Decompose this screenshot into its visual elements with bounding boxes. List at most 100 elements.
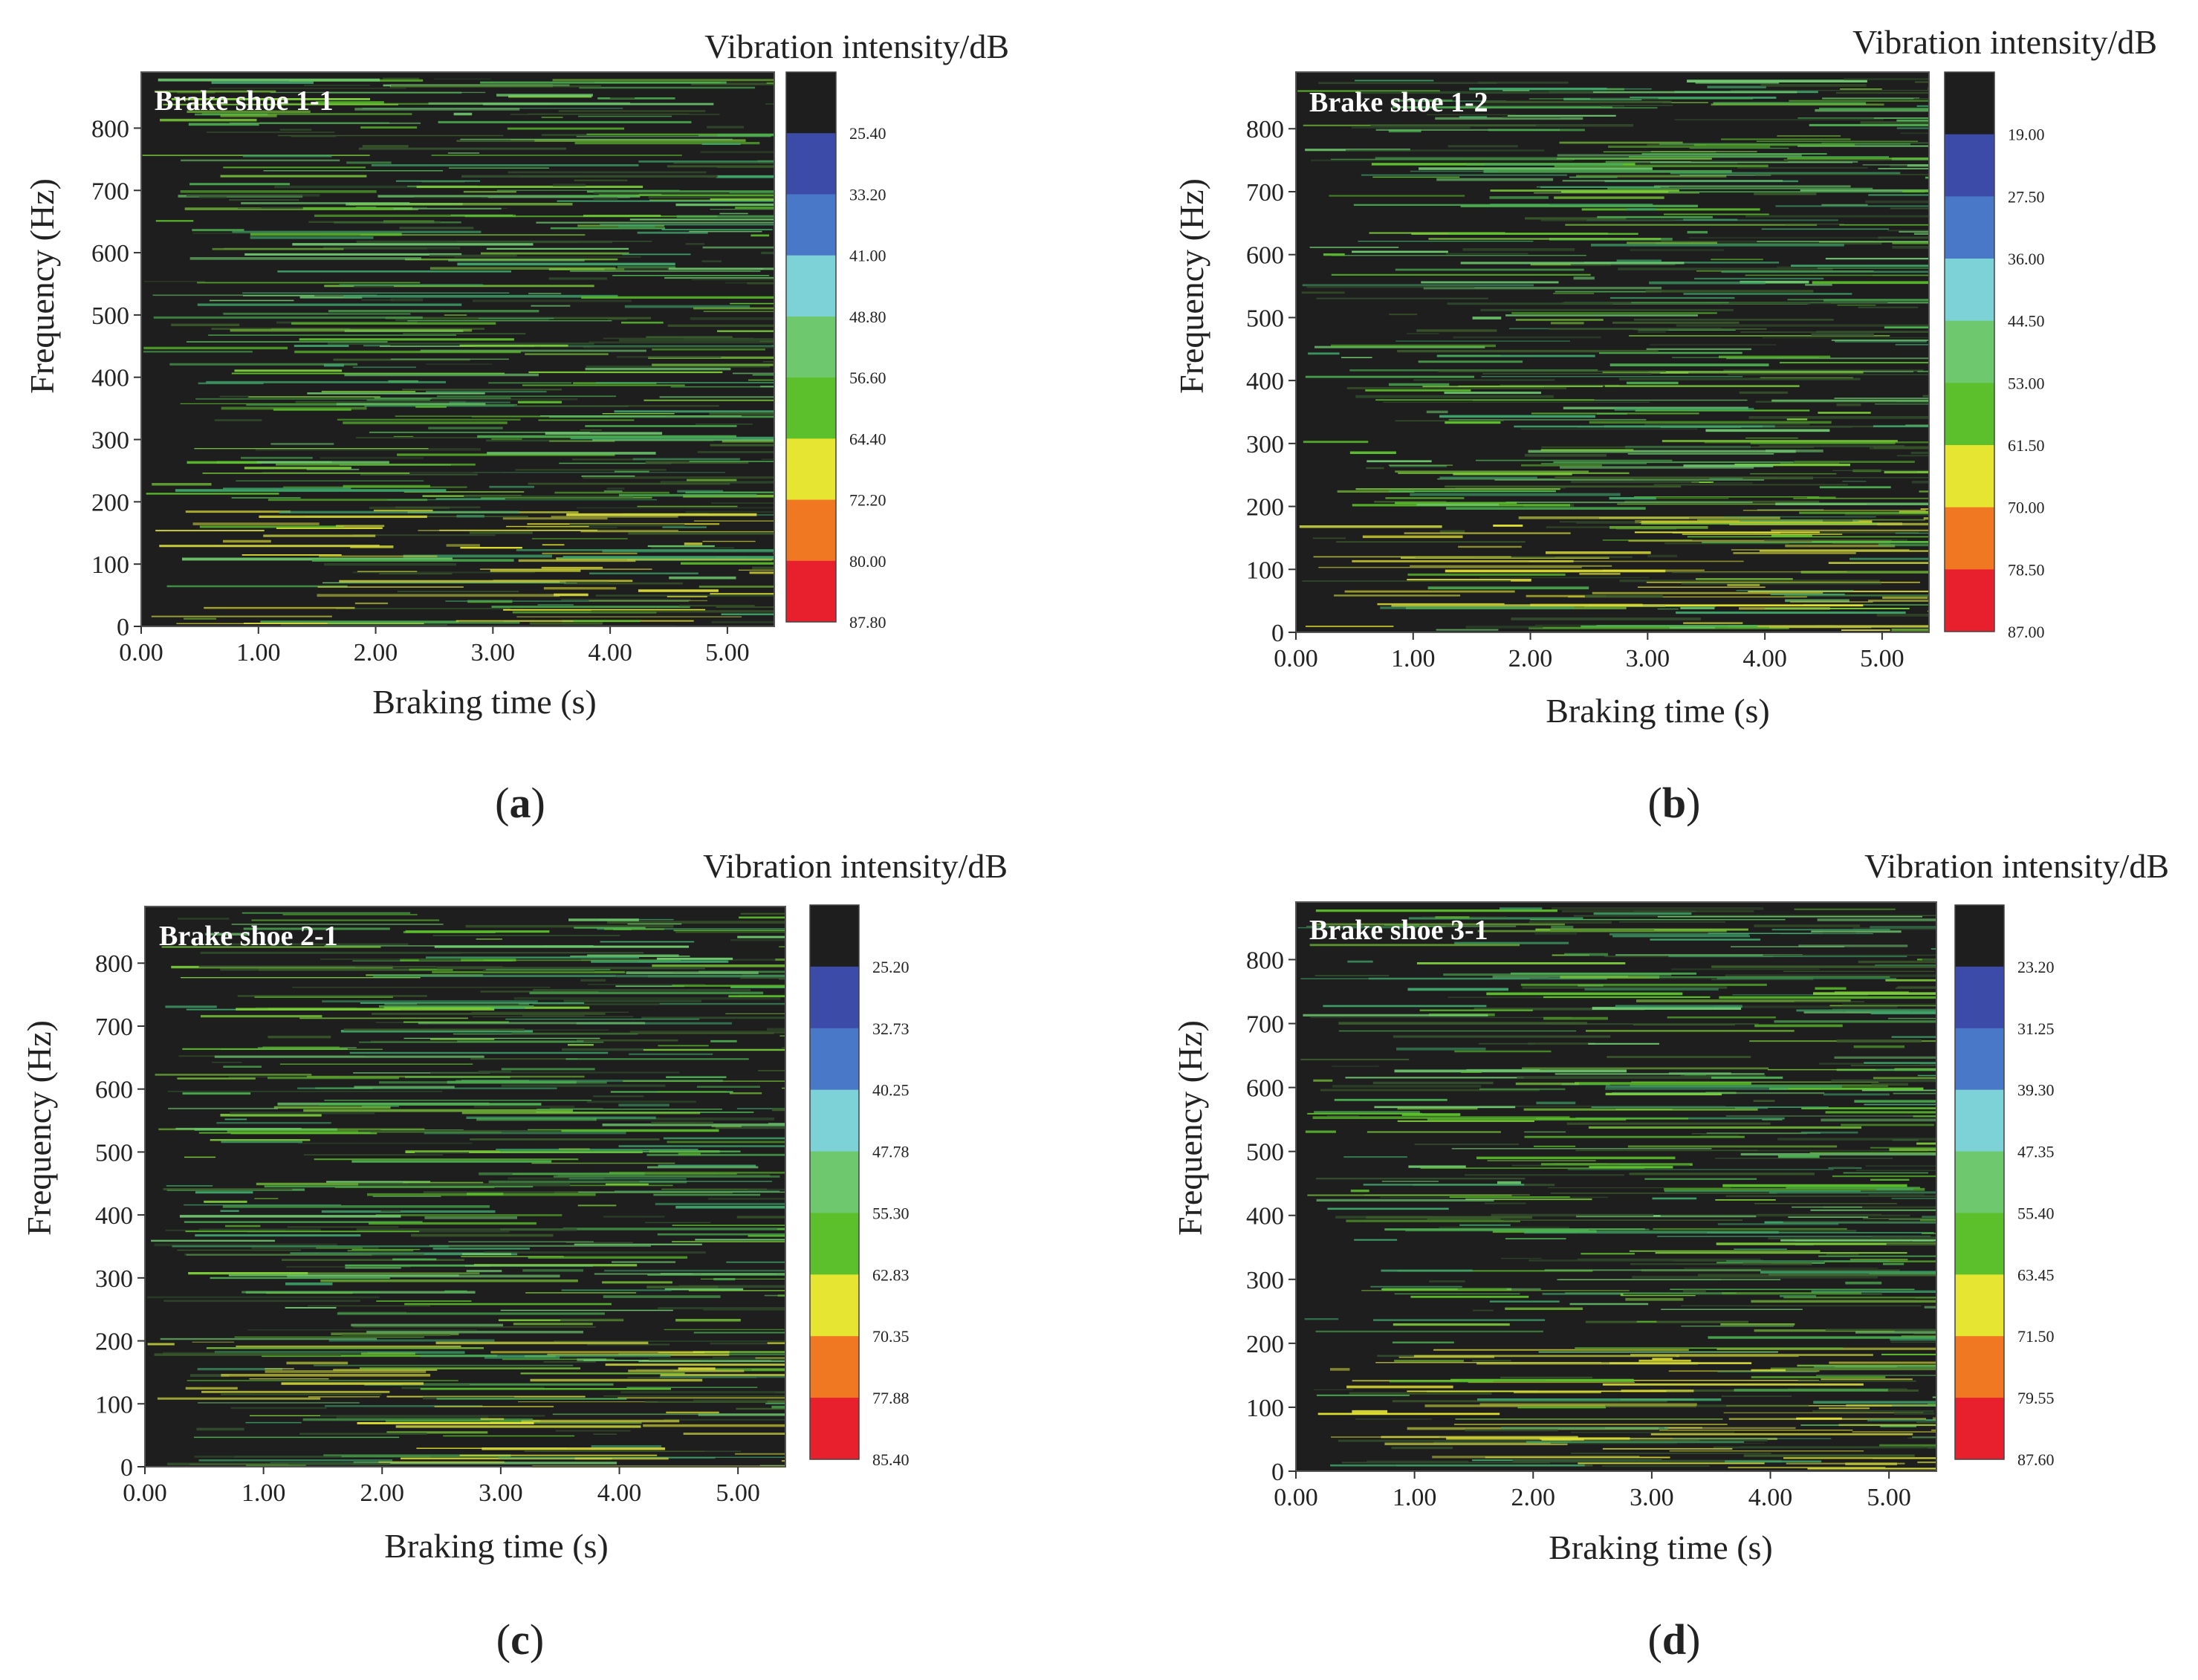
y-tick-label: 100	[1246, 1395, 1284, 1422]
colorbar-segment	[1955, 1274, 2004, 1337]
colorbar-level-label: 47.35	[2017, 1143, 2055, 1161]
y-tick-label: 300	[91, 427, 129, 455]
panel-label: (a)	[495, 779, 545, 827]
y-tick-label: 400	[91, 365, 129, 392]
x-tick-label: 1.00	[236, 639, 281, 667]
panel-c: Frequency (Hz) Braking time (s) Vibratio…	[0, 838, 1099, 1676]
x-tick-label: 4.00	[1742, 645, 1787, 672]
colorbar-segment	[1955, 966, 2004, 1029]
y-tick-label: 100	[91, 551, 129, 579]
colorbar-segment	[810, 1336, 859, 1398]
colorbar-segment	[1955, 905, 2004, 967]
y-axis-label: Frequency (Hz)	[23, 178, 61, 394]
colorbar-level-label: 70.35	[872, 1327, 910, 1346]
colorbar-level-label: 62.83	[872, 1265, 910, 1284]
y-tick-label: 500	[1246, 305, 1284, 332]
colorbar-level-label: 41.00	[849, 247, 886, 265]
panel-title: Brake shoe 1-2	[1309, 87, 1488, 118]
x-tick-label: 3.00	[479, 1479, 523, 1507]
panel-a: Frequency (Hz) Braking time (s) Vibratio…	[0, 0, 1099, 838]
colorbar-level-label: 70.00	[2008, 499, 2045, 517]
x-tick-label: 1.00	[241, 1479, 286, 1507]
colorbar-segment	[810, 1089, 859, 1152]
x-tick-label: 5.00	[705, 639, 750, 667]
colorbar-level-label: 48.80	[849, 308, 886, 326]
colorbar-segment	[1955, 1336, 2004, 1398]
y-tick-label: 300	[1246, 1267, 1284, 1294]
colorbar-segment	[810, 1028, 859, 1091]
colorbar-level-label: 25.20	[872, 958, 910, 976]
y-tick-label: 800	[1246, 116, 1284, 143]
colorbar-level-label: 23.20	[2017, 958, 2055, 976]
panel-title: Brake shoe 1-1	[155, 85, 334, 117]
x-tick-label: 2.00	[1508, 645, 1553, 672]
panel-d: Frequency (Hz) Braking time (s) Vibratio…	[1099, 838, 2198, 1676]
panel-b: Frequency (Hz) Braking time (s) Vibratio…	[1099, 0, 2198, 838]
plot-frame	[1295, 71, 1930, 633]
x-tick-label: 5.00	[1860, 645, 1904, 672]
panel-label: (c)	[496, 1615, 544, 1664]
x-tick-label: 4.00	[1748, 1484, 1793, 1511]
colorbar-segment	[1955, 1398, 2004, 1460]
x-tick-label: 3.00	[1630, 1484, 1674, 1511]
colorbar-level-label: 36.00	[2008, 250, 2045, 268]
colorbar-segment	[1945, 569, 1994, 632]
panel-title: Brake shoe 3-1	[1309, 915, 1488, 946]
colorbar-level-label: 64.40	[849, 429, 886, 448]
y-axis-label: Frequency (Hz)	[20, 1020, 58, 1236]
colorbar-segment	[810, 1274, 859, 1337]
y-tick-label: 700	[95, 1013, 133, 1041]
y-axis-label: Frequency (Hz)	[1173, 178, 1210, 394]
x-axis-label: Braking time (s)	[372, 683, 597, 721]
colorbar-title: Vibration intensity/dB	[1852, 23, 2157, 61]
colorbar-level-label: 79.55	[2017, 1389, 2055, 1407]
plot-frame	[140, 71, 775, 627]
colorbar-level-label: 72.20	[849, 491, 886, 510]
colorbar-segment	[786, 255, 836, 317]
colorbar-segment	[810, 1213, 859, 1275]
y-tick-label: 100	[1246, 557, 1284, 584]
y-tick-label: 800	[95, 950, 133, 978]
colorbar-level-label: 85.40	[872, 1450, 910, 1469]
x-tick-label: 2.00	[1511, 1484, 1556, 1511]
y-tick-label: 600	[91, 240, 129, 267]
colorbar-level-label: 61.50	[2008, 436, 2045, 455]
x-tick-label: 0.00	[1274, 645, 1318, 672]
colorbar-level-label: 53.00	[2008, 374, 2045, 392]
colorbar-segment	[1945, 445, 1994, 508]
heatmap-chart-c: Frequency (Hz) Braking time (s) Vibratio…	[20, 847, 1008, 1664]
colorbar-frame	[809, 904, 860, 1460]
y-tick-label: 0	[120, 1454, 133, 1482]
heatmap-chart-d: Frequency (Hz) Braking time (s) Vibratio…	[1171, 847, 2169, 1664]
colorbar-segment	[810, 1398, 859, 1460]
plot-frame	[144, 906, 786, 1467]
panel-title: Brake shoe 2-1	[159, 921, 338, 952]
colorbar-level-label: 27.50	[2008, 187, 2045, 206]
colorbar-level-label: 87.00	[2008, 623, 2045, 641]
x-tick-label: 5.00	[1867, 1484, 1911, 1511]
y-tick-label: 400	[95, 1202, 133, 1230]
x-tick-label: 2.00	[354, 639, 398, 667]
colorbar-segment	[786, 499, 836, 562]
y-tick-label: 600	[95, 1077, 133, 1104]
colorbar-level-label: 87.60	[2017, 1450, 2055, 1469]
x-tick-label: 2.00	[360, 1479, 405, 1507]
colorbar-segment	[1945, 196, 1994, 259]
x-axis-label: Braking time (s)	[1546, 692, 1770, 730]
heatmap-chart-b: Frequency (Hz) Braking time (s) Vibratio…	[1173, 23, 2157, 827]
colorbar-segment	[1945, 507, 1994, 570]
colorbar-segment	[786, 316, 836, 378]
colorbar-level-label: 40.25	[872, 1081, 910, 1100]
y-tick-label: 100	[95, 1391, 133, 1418]
x-tick-label: 3.00	[471, 639, 516, 667]
x-axis-label: Braking time (s)	[1549, 1528, 1773, 1566]
x-tick-label: 1.00	[1393, 1484, 1437, 1511]
colorbar-level-label: 55.40	[2017, 1204, 2055, 1222]
y-tick-label: 200	[1246, 1331, 1284, 1358]
colorbar-segment	[786, 72, 836, 134]
y-tick-label: 700	[1246, 1011, 1284, 1039]
y-tick-label: 600	[1246, 1075, 1284, 1103]
colorbar-level-label: 31.25	[2017, 1019, 2055, 1038]
y-tick-label: 500	[91, 302, 129, 330]
y-tick-label: 400	[1246, 1203, 1284, 1230]
